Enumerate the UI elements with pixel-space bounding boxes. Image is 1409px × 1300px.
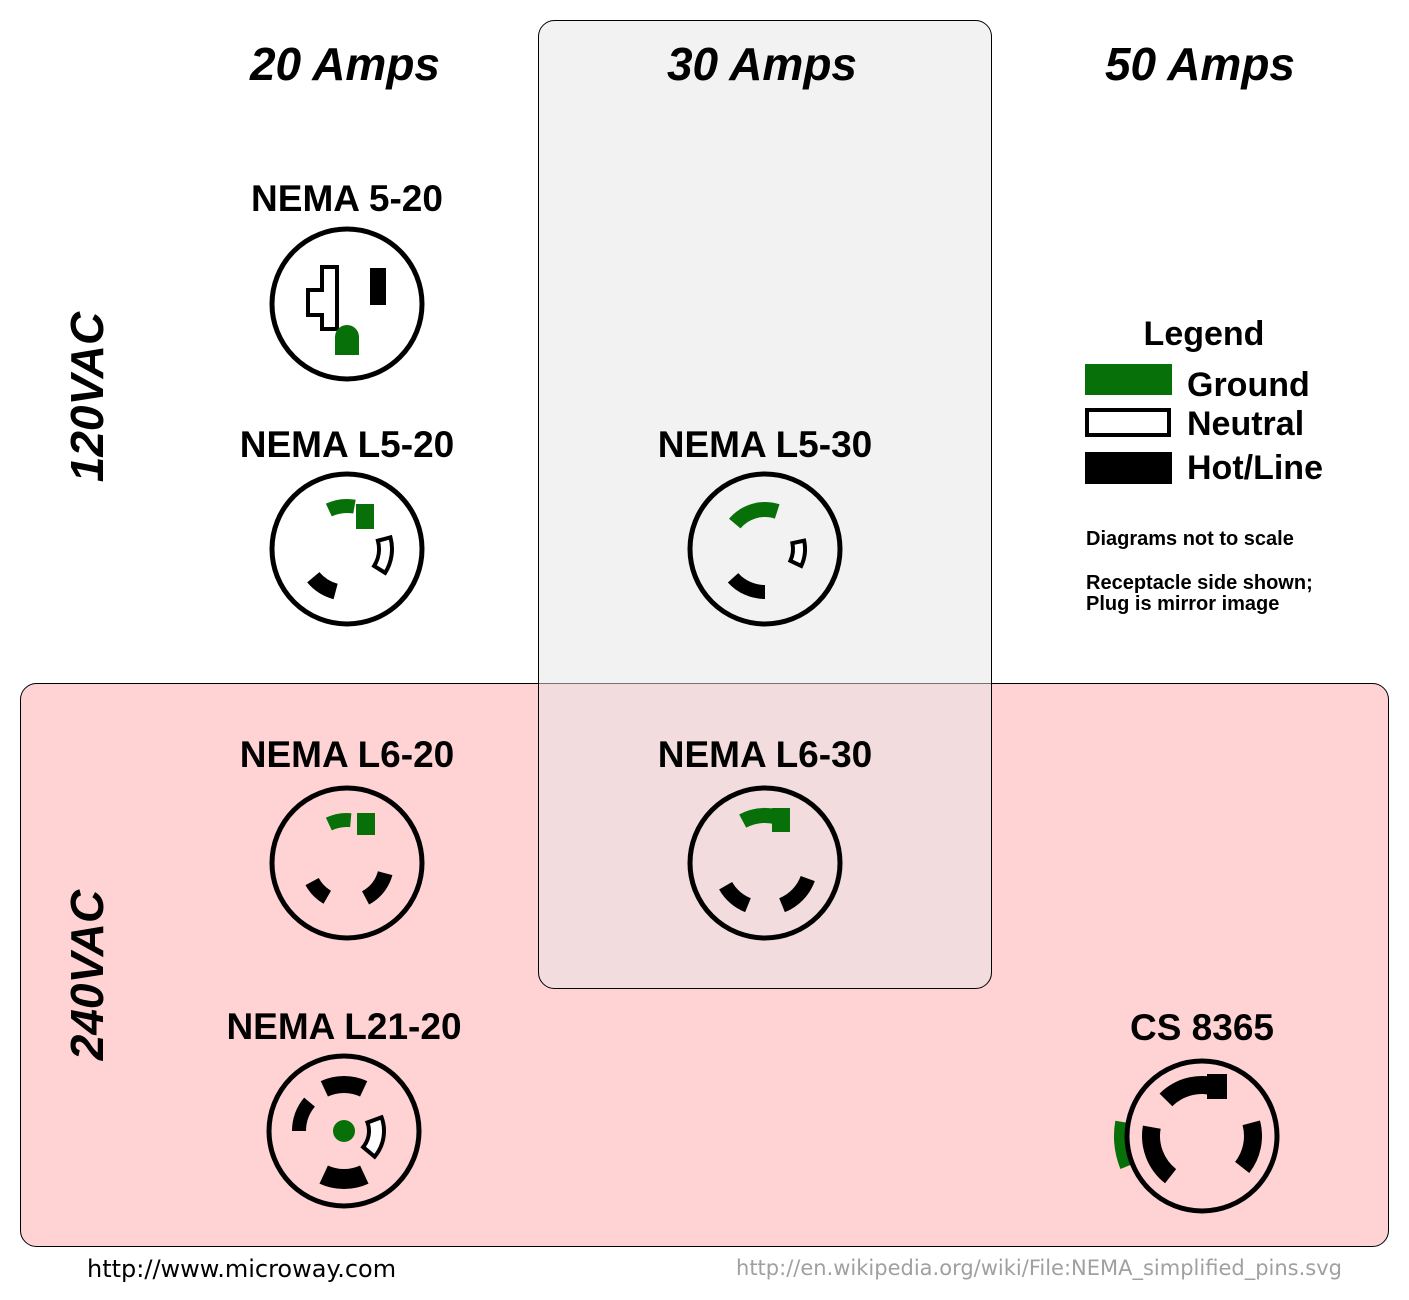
- footer-wikipedia-link[interactable]: http://en.wikipedia.org/wiki/File:NEMA_s…: [736, 1256, 1342, 1281]
- hot-slot: [370, 268, 386, 305]
- receptacle-drawings: [266, 226, 1280, 1214]
- hot-slot: [307, 572, 338, 600]
- ground-pin: [335, 325, 359, 355]
- note-not-to-scale: Diagrams not to scale: [1086, 528, 1294, 550]
- label-nema-l5-20: NEMA L5-20: [240, 424, 455, 465]
- hot-slot-x: [320, 1076, 368, 1097]
- neutral-slot: [371, 534, 394, 576]
- nema-l6-20-outline-icon: [269, 785, 425, 941]
- hot-slot-2: [305, 878, 331, 904]
- legend-label-neutral: Neutral: [1187, 405, 1304, 443]
- hot-slot-1: [362, 871, 393, 905]
- legend-label-hot: Hot/Line: [1187, 449, 1323, 487]
- hot-slot: [727, 573, 765, 599]
- neutral-slot: [306, 265, 339, 331]
- neutral-slot: [787, 538, 807, 569]
- nema-5-20-outline-icon: [269, 226, 425, 382]
- ground-slot-hook: [357, 813, 375, 835]
- receptacle-nema-l5-20: [269, 471, 425, 627]
- row-header-120vac: 120VAC: [61, 311, 113, 482]
- label-nema-l6-30: NEMA L6-30: [658, 734, 873, 775]
- receptacle-cs-8365: [1114, 1058, 1280, 1214]
- hot-slot-2: [1235, 1120, 1262, 1173]
- label-nema-l6-20: NEMA L6-20: [240, 734, 455, 775]
- hot-slot-3: [1142, 1125, 1177, 1184]
- column-header-20-amps: 20 Amps: [249, 38, 440, 90]
- receptacle-nema-l5-30: [687, 471, 843, 627]
- nema-l5-30-outline-icon: [687, 471, 843, 627]
- ground-slot: [325, 498, 356, 517]
- legend-swatch-hot: [1085, 452, 1172, 484]
- label-nema-l5-30: NEMA L5-30: [658, 424, 873, 465]
- ground-slot-hook: [356, 504, 374, 529]
- hot-slot-1: [779, 875, 815, 913]
- row-header-240vac: 240VAC: [61, 889, 113, 1061]
- note-receptacle-side: Receptacle side shown;: [1086, 572, 1313, 594]
- nema-l21-20-outline-icon: [266, 1053, 422, 1209]
- receptacle-nema-5-20: [269, 226, 425, 382]
- receptacle-nema-l6-30: [687, 785, 843, 941]
- ground-pin: [333, 1120, 355, 1142]
- hot-slot-z: [319, 1165, 369, 1189]
- legend-swatch-neutral: [1085, 408, 1171, 437]
- legend-title: Legend: [1144, 315, 1265, 353]
- ground-slot: [739, 807, 777, 828]
- ground-tab: [1114, 1120, 1132, 1169]
- nema-l5-20-outline-icon: [269, 471, 425, 627]
- neutral-slot: [360, 1114, 386, 1160]
- legend-swatch-ground: [1085, 364, 1172, 395]
- label-nema-5-20: NEMA 5-20: [251, 178, 443, 219]
- ground-slot: [325, 813, 352, 831]
- receptacle-nema-l6-20: [269, 785, 425, 941]
- label-cs-8365: CS 8365: [1130, 1007, 1274, 1048]
- hot-slot-1: [1159, 1076, 1223, 1107]
- column-header-50-amps: 50 Amps: [1105, 38, 1295, 90]
- nema-l6-30-outline-icon: [687, 785, 843, 941]
- ground-slot-hook: [772, 808, 790, 832]
- hot-slot-2: [719, 882, 751, 913]
- column-header-30-amps: 30 Amps: [667, 38, 857, 90]
- note-plug-mirror: Plug is mirror image: [1086, 593, 1279, 615]
- footer-microway-link[interactable]: http://www.microway.com: [87, 1255, 396, 1283]
- cs-8365-outline-icon: [1124, 1058, 1280, 1214]
- ground-slot: [728, 501, 780, 529]
- hot-slot-y: [292, 1097, 315, 1131]
- legend-label-ground: Ground: [1187, 366, 1310, 404]
- receptacle-nema-l21-20: [266, 1053, 422, 1209]
- hot-slot-1-hook: [1207, 1074, 1227, 1099]
- label-nema-l21-20: NEMA L21-20: [226, 1006, 461, 1047]
